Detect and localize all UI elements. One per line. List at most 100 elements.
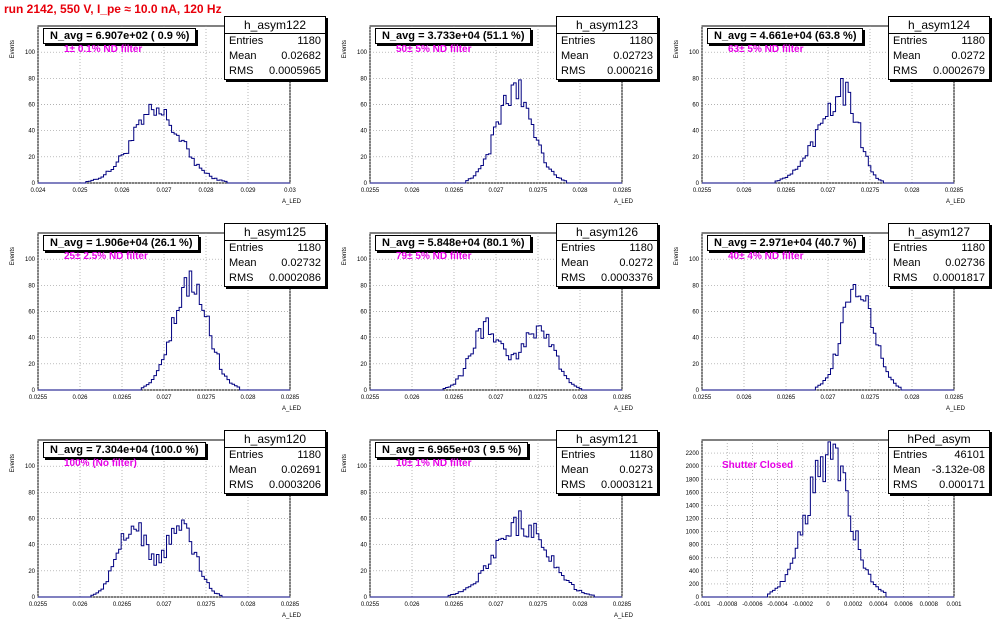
stat-key: RMS [893,272,918,284]
y-tick-label: 100 [357,257,368,263]
y-tick-label: 0 [696,388,700,394]
stat-entries: Entries 1180 [557,241,657,256]
stat-key: RMS [229,479,254,491]
x-tick-label: 0.0285 [281,602,300,608]
x-tick-label: 0.0006 [894,602,913,608]
filter-label: 1± 0.1% ND filter [64,44,143,55]
stat-key: Mean [229,464,257,476]
histogram-panel: 0.0255 0.026 0.0265 0.027 0.0275 0.028 0.0285 0… [664,207,996,414]
y-tick-label: 0 [32,388,36,394]
y-tick-label: 20 [28,362,35,368]
stat-mean: Mean 0.02723 [557,49,657,64]
stat-key: Mean [893,464,921,476]
y-tick-label: 20 [360,362,367,368]
stat-key: Entries [229,242,264,254]
y-tick-label: 1000 [686,530,700,536]
x-tick-label: 0.0255 [29,602,48,608]
stat-value: 0.000171 [939,479,985,491]
y-tick-label: 1200 [686,517,700,523]
y-tick-label: 0 [32,181,36,187]
stat-value: 0.0272 [951,50,985,62]
stat-key: RMS [561,272,586,284]
x-axis-label: A_LED [946,199,966,205]
stats-box: hPed_asym Entries 46101 Mean -3.132e-08 RMS 0.… [888,430,990,494]
y-tick-label: 20 [360,569,367,575]
x-tick-label: 0.0265 [445,395,464,401]
stat-value: 0.0003206 [269,479,321,491]
filter-label: 63± 5% ND filter [728,44,804,55]
y-tick-label: 60 [692,310,699,316]
y-tick-label: 20 [28,155,35,161]
stat-key: Entries [893,242,928,254]
histogram-line [702,441,954,598]
y-tick-label: 60 [28,517,35,523]
x-tick-label: 0.0285 [945,188,964,194]
x-tick-label: 0.027 [488,602,504,608]
y-axis-label: Events [674,247,680,265]
y-tick-label: 20 [360,155,367,161]
stat-mean: Mean 0.0272 [557,256,657,271]
x-tick-label: 0.0275 [197,395,216,401]
x-tick-label: 0.0275 [197,602,216,608]
x-tick-label: 0.0265 [113,602,132,608]
navg-label: N_avg = 5.848e+04 (80.1 %) [375,235,532,251]
x-tick-label: 0.027 [488,395,504,401]
stat-entries: Entries 46101 [889,448,989,463]
filter-label: 100% (No filter) [64,458,137,469]
x-tick-label: 0.0265 [113,395,132,401]
stat-mean: Mean -3.132e-08 [889,463,989,478]
x-tick-label: 0.028 [904,395,920,401]
x-tick-label: 0.0285 [613,395,632,401]
stat-value: 0.0002086 [269,272,321,284]
stat-mean: Mean 0.02732 [225,256,325,271]
x-tick-label: 0.0255 [361,188,380,194]
stat-value: 0.0272 [619,257,653,269]
y-tick-label: 800 [689,543,700,549]
x-tick-label: -0.001 [693,602,711,608]
y-tick-label: 80 [692,283,699,289]
x-tick-label: 0.0265 [777,188,796,194]
histogram-panel: 0.0255 0.026 0.0265 0.027 0.0275 0.028 0.0285 0… [0,414,332,621]
stat-value: 0.0273 [619,464,653,476]
filter-label: Shutter Closed [722,460,794,471]
navg-label: N_avg = 1.906e+04 (26.1 %) [43,235,200,251]
filter-label: 25± 2.5% ND filter [64,251,148,262]
histogram-line [370,79,622,184]
x-tick-label: 0.0285 [613,602,632,608]
stat-key: RMS [893,65,918,77]
filter-label: 10± 1% ND filter [396,458,472,469]
y-tick-label: 40 [360,129,367,135]
stat-key: Mean [561,257,589,269]
histogram-panel: 0.0255 0.026 0.0265 0.027 0.0275 0.028 0.0285 0… [332,207,664,414]
y-tick-label: 40 [360,543,367,549]
y-tick-label: 80 [28,490,35,496]
stat-rms: RMS 0.0003376 [557,271,657,286]
stat-key: Entries [561,449,596,461]
x-tick-label: 0.028 [572,188,588,194]
histogram-line [38,270,290,391]
navg-label: N_avg = 6.965e+03 ( 9.5 %) [375,442,529,458]
x-tick-label: 0.0255 [29,395,48,401]
stat-value: 1180 [629,242,653,254]
x-tick-label: 0.0265 [445,602,464,608]
x-tick-label: 0.028 [904,188,920,194]
y-tick-label: 600 [689,556,700,562]
stat-value: 0.000216 [607,65,653,77]
y-tick-label: 0 [696,181,700,187]
y-tick-label: 20 [692,362,699,368]
stat-value: 0.02732 [281,257,321,269]
y-axis-label: Events [10,247,16,265]
stat-value: 1180 [961,242,985,254]
stat-mean: Mean 0.0273 [557,463,657,478]
x-tick-label: 0.026 [404,188,420,194]
x-tick-label: 0.028 [572,602,588,608]
y-tick-label: 0 [32,595,36,601]
x-axis-label: A_LED [614,613,634,619]
x-tick-label: -0.0002 [793,602,814,608]
y-tick-label: 1600 [686,490,700,496]
y-tick-label: 100 [25,257,36,263]
y-tick-label: 0 [696,595,700,601]
histogram-panel: 0.024 0.025 0.026 0.027 0.028 0.029 0.03 0 20 40 6… [0,0,332,207]
histogram-line [702,284,954,391]
y-tick-label: 100 [25,464,36,470]
